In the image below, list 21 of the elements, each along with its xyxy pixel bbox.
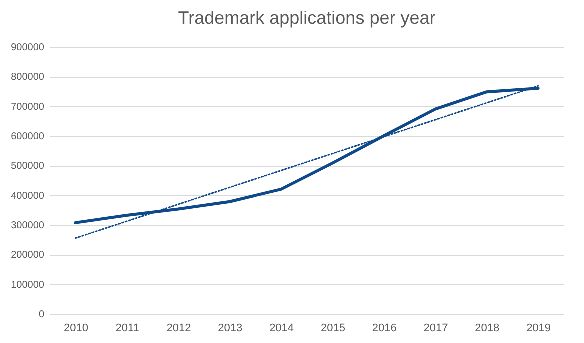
x-tick-label: 2012 — [166, 322, 192, 334]
y-tick-label: 200000 — [11, 250, 45, 262]
y-tick-label: 100000 — [11, 280, 45, 291]
y-tick-label: 900000 — [11, 42, 45, 54]
x-tick-label: 2013 — [218, 322, 243, 334]
y-tick-label: 400000 — [11, 190, 45, 202]
x-tick-label: 2016 — [372, 322, 397, 334]
x-tick-label: 2010 — [64, 322, 88, 334]
x-tick-label: 2019 — [526, 322, 552, 334]
y-tick-label: 600000 — [11, 132, 45, 142]
y-tick-label: 800000 — [11, 72, 45, 84]
chart-title: Trademark applications per year — [178, 8, 436, 28]
y-tick-label: 500000 — [11, 161, 45, 172]
x-tick-label: 2018 — [475, 322, 500, 334]
x-tick-label: 2014 — [270, 322, 294, 334]
x-tick-label: 2011 — [116, 322, 140, 334]
x-tick-label: 2017 — [424, 322, 448, 334]
y-tick-label: 0 — [38, 310, 45, 320]
x-tick-label: 2015 — [320, 322, 346, 334]
y-tick-label: 700000 — [11, 102, 45, 113]
y-tick-label: 300000 — [11, 220, 45, 232]
